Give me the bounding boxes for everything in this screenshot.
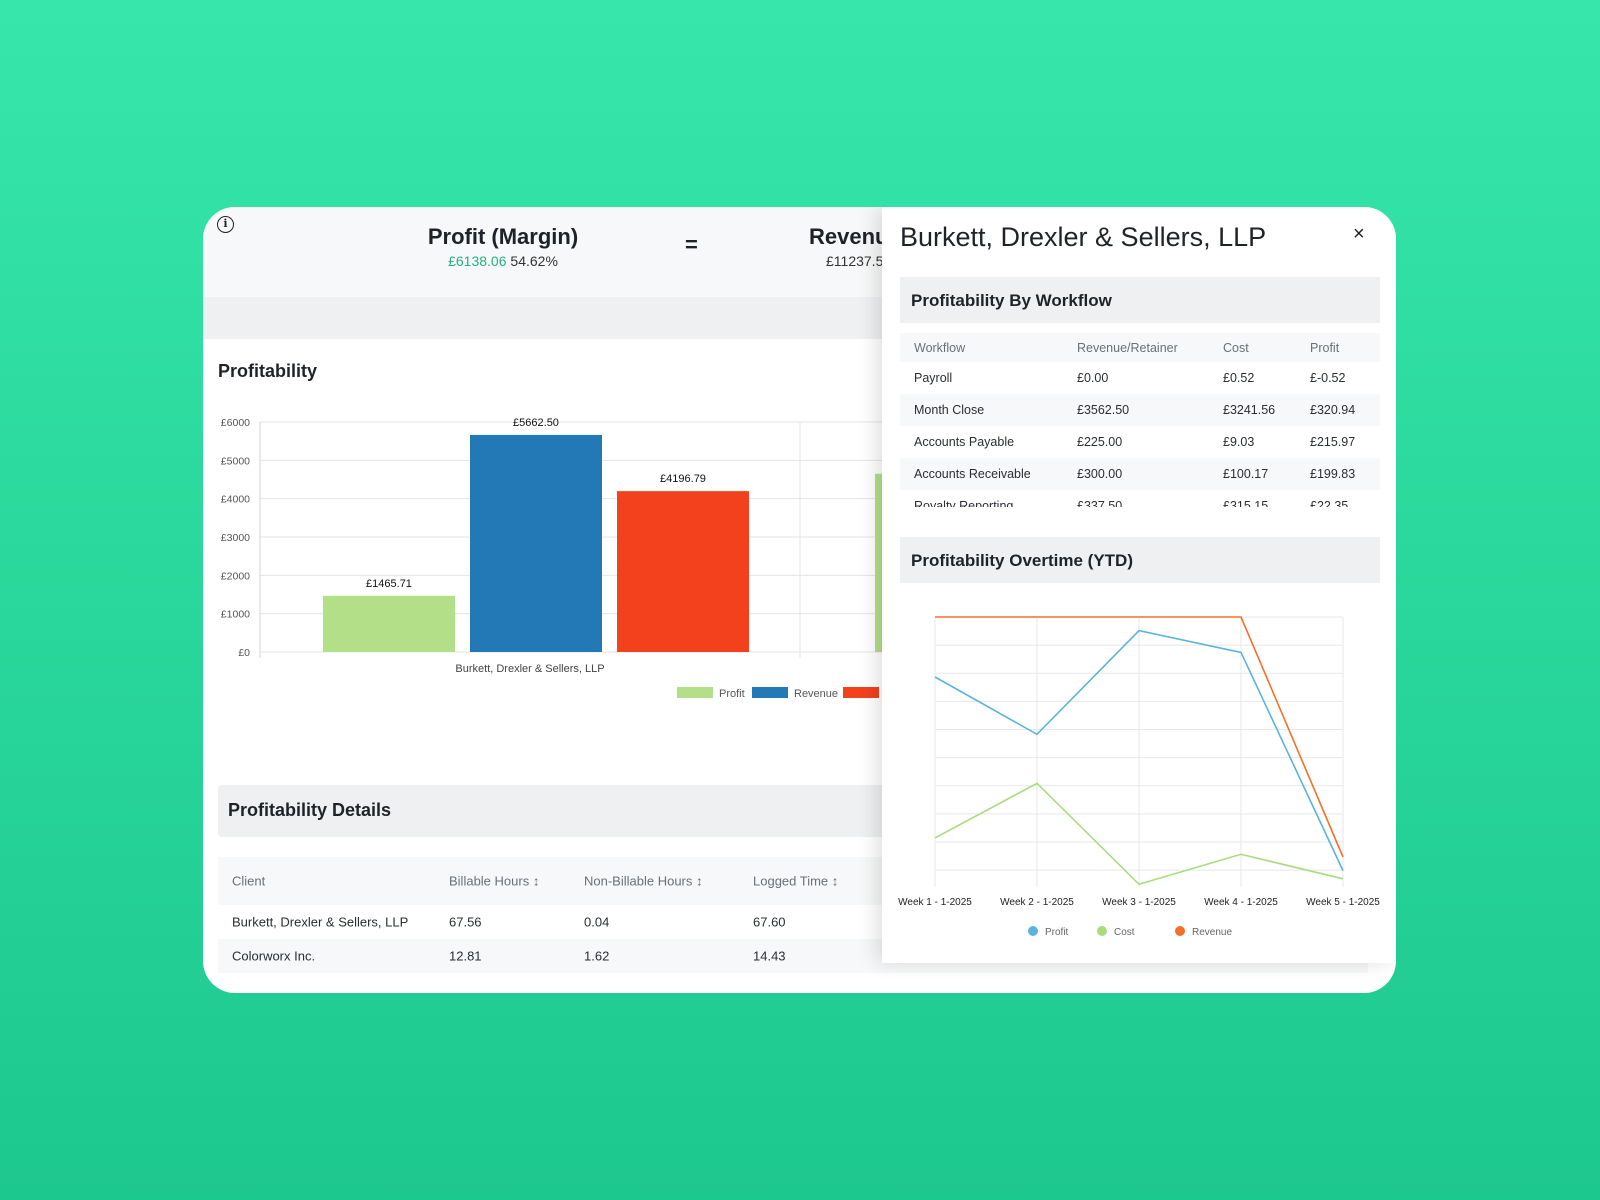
column-header-billable-hours[interactable]: Billable Hours ↕: [449, 873, 540, 889]
cell-cost: £100.17: [1223, 467, 1269, 481]
y-tick-label: £3000: [221, 532, 250, 544]
series-line-cost: [934, 782, 1344, 886]
x-category-label: Burkett, Drexler & Sellers, LLP: [455, 663, 604, 675]
cell-billable-hours: 67.56: [449, 914, 482, 930]
legend-label: Revenue: [1192, 927, 1232, 938]
cell-cost: £315.15: [1223, 499, 1269, 507]
list-item[interactable]: Month Close £3562.50 £3241.56 £320.94: [900, 394, 1380, 426]
cell-workflow: Payroll: [914, 371, 953, 385]
profitability-title: Profitability: [218, 361, 318, 381]
legend-marker-profit: [1028, 926, 1038, 936]
legend-marker-revenue: [1175, 926, 1185, 936]
cell-profit: £215.97: [1310, 435, 1356, 449]
y-tick-label: £2000: [221, 570, 250, 582]
profit-kpi: Profit (Margin) £6138.06 54.62%: [418, 224, 588, 269]
bar-data-label: £4196.79: [660, 473, 706, 485]
revenue-amount: £11237.50: [826, 253, 892, 269]
column-header-client[interactable]: Client: [232, 873, 266, 889]
cell-workflow: Accounts Receivable: [914, 467, 1031, 481]
table-row[interactable]: Burkett, Drexler & Sellers, LLP 67.56 0.…: [218, 905, 1368, 939]
y-tick-label: £5000: [221, 455, 250, 467]
cell-billable-hours: 12.81: [449, 948, 482, 964]
legend-label: Profit: [1045, 927, 1069, 938]
cell-revenue: £337.50: [1077, 499, 1123, 507]
overtime-section-title: Profitability Overtime (YTD): [911, 551, 1133, 570]
legend-swatch-profit: [677, 687, 713, 698]
cell-workflow: Accounts Payable: [914, 435, 1015, 449]
y-tick-label: £4000: [221, 494, 250, 506]
series-line-profit: [934, 629, 1344, 871]
list-item[interactable]: Accounts Receivable £300.00 £100.17 £199…: [900, 458, 1380, 490]
workflow-table: Workflow Revenue/Retainer Cost Profit Pa…: [900, 333, 1380, 507]
profit-kpi-title: Profit (Margin): [427, 224, 579, 249]
cell-non-billable-hours: 0.04: [584, 914, 610, 930]
cell-workflow: Month Close: [914, 403, 985, 417]
overtime-section-header: Profitability Overtime (YTD): [900, 537, 1380, 583]
x-tick-label: Week 2 - 1-2025: [1000, 897, 1074, 908]
y-tick-label: £0: [238, 647, 250, 659]
profit-kpi-values: £6138.06 54.62%: [418, 253, 588, 269]
cell-profit: £199.83: [1310, 467, 1356, 481]
x-tick-label: Week 5 - 1-2025: [1306, 897, 1380, 908]
workflow-header-row: Workflow Revenue/Retainer Cost Profit: [900, 333, 1380, 362]
x-tick-label: Week 3 - 1-2025: [1102, 897, 1176, 908]
bar-data-label: £5662.50: [513, 417, 559, 429]
profitability-bar-chart: £0 £1000 £2000 £3000 £4000 £5000 £6000 £1465.71…: [221, 417, 883, 700]
cell-revenue: £300.00: [1077, 467, 1123, 481]
cell-revenue: £0.00: [1077, 371, 1109, 385]
cell-profit: £-0.52: [1310, 371, 1346, 385]
y-tick-label: £6000: [221, 417, 250, 429]
cell-cost: £0.52: [1223, 371, 1255, 385]
workflow-section-title: Profitability By Workflow: [911, 291, 1112, 310]
bar-profit: [323, 595, 455, 652]
column-header-revenue-retainer: Revenue/Retainer: [1077, 340, 1178, 355]
cell-cost: £9.03: [1223, 435, 1255, 449]
legend-label: Cost: [1114, 927, 1135, 938]
client-detail-panel: Burkett, Drexler & Sellers, LLP × Profit…: [882, 207, 1396, 963]
profitability-details-title: Profitability Details: [228, 800, 392, 820]
cell-client: Burkett, Drexler & Sellers, LLP: [232, 914, 409, 930]
panel-title: Burkett, Drexler & Sellers, LLP: [900, 222, 1267, 252]
profitability-overtime-line-chart: Week 1 - 1-2025 Week 2 - 1-2025 Week 3 - 1…: [898, 616, 1380, 938]
bar-next-category: [875, 473, 883, 652]
column-header-workflow: Workflow: [914, 340, 966, 355]
legend-swatch-revenue: [752, 687, 788, 698]
profit-margin: 54.62%: [510, 253, 558, 269]
cell-non-billable-hours: 1.62: [584, 948, 610, 964]
legend-marker-cost: [1097, 926, 1107, 936]
profit-amount: £6138.06: [448, 253, 507, 269]
x-tick-label: Week 4 - 1-2025: [1204, 897, 1278, 908]
equals-sign: =: [685, 232, 698, 257]
cell-cost: £3241.56: [1223, 403, 1276, 417]
series-line-revenue: [935, 616, 1344, 858]
legend-label: Revenue: [794, 688, 838, 700]
column-header-non-billable-hours[interactable]: Non-Billable Hours ↕: [584, 873, 703, 889]
cell-logged-time: 14.43: [753, 948, 786, 964]
cell-logged-time: 67.60: [753, 914, 786, 930]
workflow-section-header: Profitability By Workflow: [900, 277, 1380, 323]
legend-label: Profit: [719, 688, 745, 700]
column-header-cost: Cost: [1223, 340, 1249, 355]
close-icon[interactable]: ×: [1353, 223, 1365, 245]
cell-revenue: £3562.50: [1077, 403, 1130, 417]
bar-data-label: £1465.71: [366, 578, 412, 590]
list-item[interactable]: Royalty Reporting £337.50 £315.15 £22.35: [900, 490, 1380, 507]
bar-revenue: [470, 434, 602, 652]
cell-revenue: £225.00: [1077, 435, 1123, 449]
legend-swatch-cost: [843, 687, 879, 698]
cell-client: Colorworx Inc.: [232, 948, 316, 964]
cell-profit: £22.35: [1310, 499, 1349, 507]
list-item[interactable]: Accounts Payable £225.00 £9.03 £215.97: [900, 426, 1380, 458]
info-icon[interactable]: i: [217, 216, 234, 233]
y-tick-label: £1000: [221, 609, 250, 621]
cell-profit: £320.94: [1310, 403, 1356, 417]
column-header-logged-time[interactable]: Logged Time ↕: [753, 873, 839, 889]
cell-workflow: Royalty Reporting: [914, 499, 1014, 507]
x-tick-label: Week 1 - 1-2025: [898, 897, 972, 908]
bar-cost: [617, 491, 749, 652]
column-header-profit: Profit: [1310, 340, 1340, 355]
dashboard-card: i Profit (Margin) £6138.06 54.62% = Reve…: [203, 207, 1396, 993]
list-item[interactable]: Payroll £0.00 £0.52 £-0.52: [900, 362, 1380, 394]
